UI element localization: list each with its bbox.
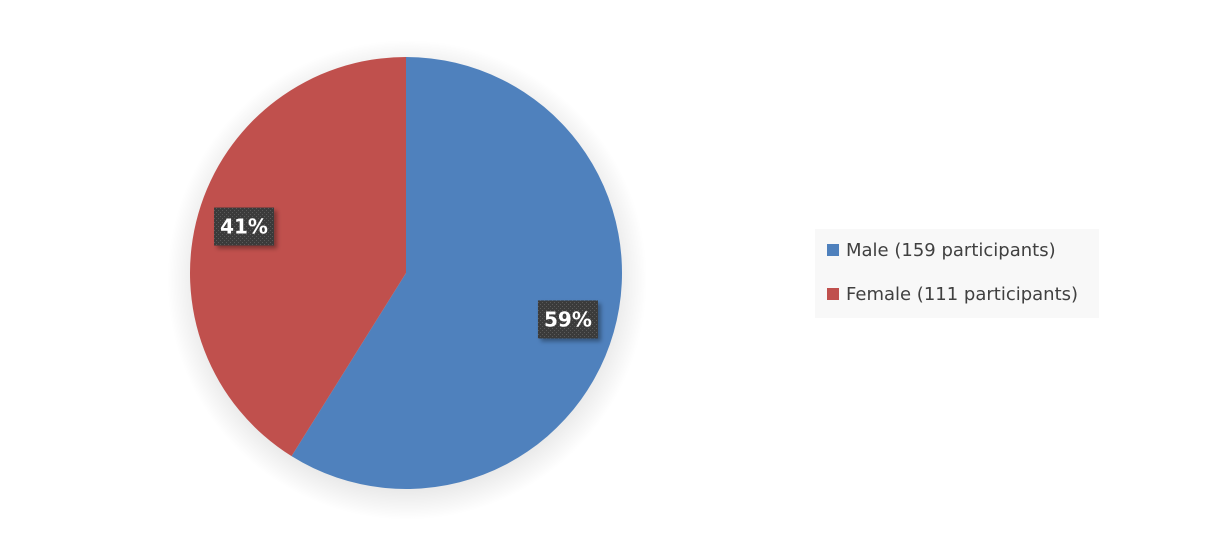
legend-swatch-female [827, 288, 839, 300]
pie-slice-female [189, 57, 406, 457]
legend-swatch-male [827, 244, 839, 256]
pie-slices [189, 57, 622, 490]
data-label-female: 41% [214, 207, 275, 246]
data-label-male: 59% [537, 300, 598, 339]
legend-item-male: Male (159 participants) [827, 239, 1099, 261]
pie-data-labels: 59% 41% [214, 207, 598, 339]
data-label-box [537, 300, 598, 339]
data-label-box [214, 207, 275, 246]
legend-label-female: Female (111 participants) [846, 283, 1079, 305]
legend-label-male: Male (159 participants) [846, 239, 1056, 261]
legend: Male (159 participants) Female (111 part… [815, 229, 1099, 318]
pie-slice-male [291, 57, 622, 490]
data-label-text: 59% [544, 307, 592, 331]
data-label-text: 41% [220, 215, 268, 239]
legend-item-female: Female (111 participants) [827, 283, 1099, 305]
